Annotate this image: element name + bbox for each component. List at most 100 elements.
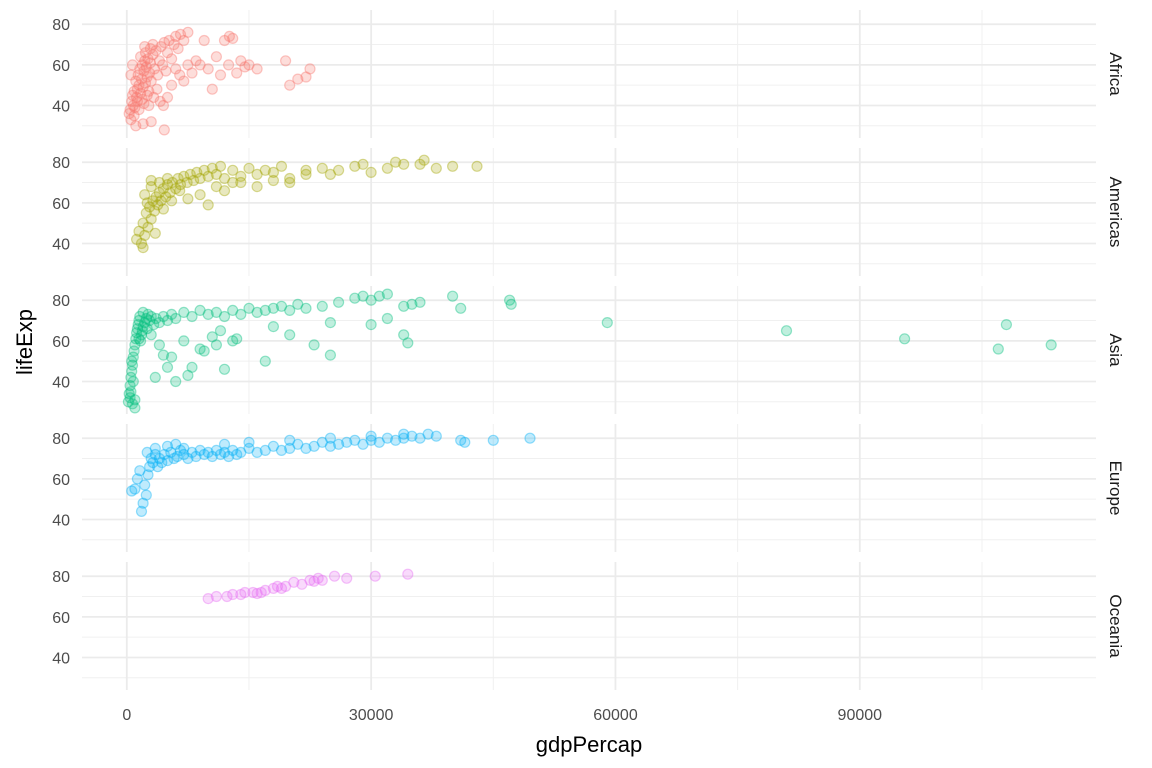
data-point	[206, 331, 218, 343]
data-point	[1045, 339, 1057, 351]
data-point	[341, 572, 353, 584]
data-point	[133, 314, 145, 327]
data-point	[153, 339, 165, 351]
data-point	[150, 191, 162, 203]
data-point	[218, 438, 231, 450]
data-point	[190, 450, 202, 463]
data-point	[243, 442, 255, 454]
data-point	[145, 116, 157, 128]
data-point	[182, 193, 194, 205]
data-point	[210, 181, 222, 193]
data-point	[140, 489, 152, 501]
data-point	[202, 170, 214, 182]
y-tick-label: 40	[52, 374, 70, 391]
data-point	[381, 162, 393, 174]
data-point	[139, 479, 151, 491]
data-point	[221, 590, 233, 603]
y-tick-label: 60	[52, 58, 70, 75]
data-point	[140, 312, 152, 325]
data-point	[259, 355, 271, 367]
data-point	[455, 302, 467, 314]
data-point	[324, 168, 336, 180]
data-point	[149, 371, 161, 383]
data-point	[124, 103, 136, 116]
data-point	[125, 114, 137, 126]
y-tick-label: 40	[52, 512, 70, 529]
data-point	[308, 440, 320, 452]
data-point	[174, 28, 187, 41]
data-point	[186, 67, 198, 79]
data-point	[459, 436, 471, 448]
data-point	[152, 69, 164, 81]
data-point	[194, 304, 206, 316]
data-point	[130, 120, 142, 132]
data-point	[131, 473, 143, 485]
data-point	[129, 101, 141, 114]
data-point	[422, 428, 434, 440]
data-point	[168, 452, 180, 465]
data-point	[284, 442, 296, 454]
data-point	[126, 355, 138, 367]
data-point	[143, 85, 155, 97]
data-point	[157, 183, 169, 195]
data-point	[161, 314, 174, 327]
data-point	[178, 448, 190, 461]
data-point	[373, 436, 385, 448]
data-point	[316, 436, 328, 448]
data-point	[235, 308, 247, 320]
data-point	[259, 304, 271, 316]
data-point	[141, 323, 153, 335]
data-point	[144, 461, 156, 473]
y-tick-label: 80	[52, 17, 70, 34]
data-point	[381, 288, 393, 300]
data-point	[126, 89, 139, 101]
facet-panels: 40 60 80 Africa 40 60 80 Americas 40 60 80 Asia 40 60…	[52, 10, 1125, 690]
data-point	[308, 575, 320, 587]
data-point	[292, 298, 304, 310]
data-point	[280, 580, 292, 593]
data-point	[170, 63, 182, 75]
data-point	[135, 237, 148, 250]
data-point	[137, 81, 149, 93]
data-point	[174, 185, 186, 197]
data-point	[161, 179, 174, 191]
data-point	[170, 30, 182, 43]
data-point	[365, 319, 377, 331]
data-point	[357, 290, 369, 302]
data-point	[198, 34, 210, 47]
data-point	[235, 55, 247, 67]
data-point	[210, 51, 222, 63]
data-point	[127, 375, 139, 388]
data-point	[235, 588, 247, 601]
data-point	[168, 38, 180, 51]
data-point	[148, 91, 160, 104]
data-point	[135, 505, 148, 517]
data-point	[251, 168, 263, 180]
y-tick-label: 40	[52, 98, 70, 115]
data-point	[418, 154, 430, 166]
data-point	[227, 335, 239, 347]
data-point	[218, 446, 231, 458]
data-point	[129, 339, 141, 351]
data-point	[172, 172, 184, 185]
facet-strip-label: Asia	[1106, 333, 1125, 367]
data-point	[357, 438, 369, 450]
data-point	[166, 351, 178, 363]
data-point	[365, 166, 377, 178]
data-point	[251, 587, 263, 600]
data-point	[155, 40, 167, 53]
y-tick-label: 80	[52, 431, 70, 448]
data-point	[174, 444, 187, 456]
data-point	[316, 574, 328, 586]
x-tick-label: 60000	[593, 707, 638, 724]
facet-panel-americas: 40 60 80 Americas	[52, 148, 1125, 276]
data-point	[316, 300, 328, 312]
data-point	[471, 160, 483, 172]
data-point	[402, 568, 414, 580]
data-point	[145, 174, 157, 187]
data-point	[128, 85, 140, 97]
x-tick-label: 30000	[349, 707, 394, 724]
data-point	[357, 158, 369, 170]
data-point	[161, 455, 174, 467]
data-point	[144, 201, 156, 213]
